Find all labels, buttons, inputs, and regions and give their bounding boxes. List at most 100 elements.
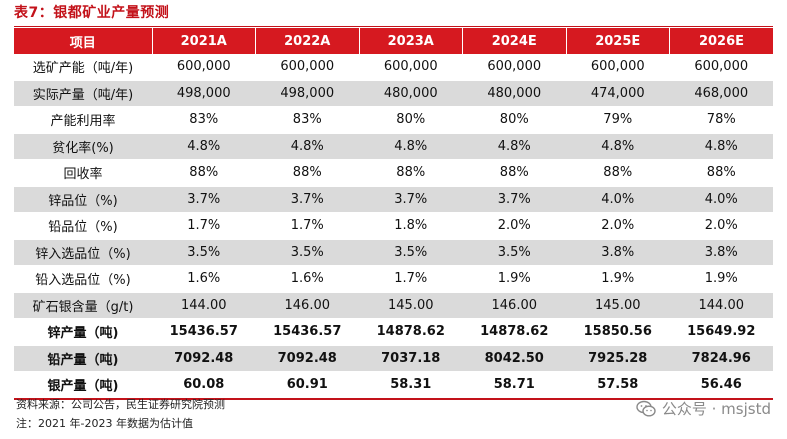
table-row: 铅产量（吨) 7092.48 7092.48 7037.18 8042.50 7925.2… <box>14 345 773 372</box>
table-cell: 60.08 <box>152 371 256 400</box>
table-cell: 4.8% <box>566 133 670 160</box>
row-label: 银产量（吨) <box>14 371 152 400</box>
table-cell: 146.00 <box>462 292 566 319</box>
table-cell: 1.6% <box>152 265 256 293</box>
table-cell: 468,000 <box>669 80 773 107</box>
table-cell: 7092.48 <box>152 345 256 372</box>
table-cell: 3.5% <box>462 239 566 266</box>
table-cell: 498,000 <box>255 80 359 107</box>
table-cell: 600,000 <box>462 54 566 81</box>
watermark: 公众号 · msjstd <box>636 398 771 420</box>
table-cell: 56.46 <box>669 371 773 400</box>
table-cell: 4.8% <box>255 133 359 160</box>
table-body: 选矿产能（吨/年) 600,000 600,000 600,000 600,000 600… <box>14 54 773 400</box>
header-2026e: 2026E <box>669 28 773 54</box>
table-cell: 600,000 <box>359 54 463 81</box>
table-cell: 7092.48 <box>255 345 359 372</box>
row-label: 实际产量（吨/年) <box>14 80 152 107</box>
table-cell: 2.0% <box>462 212 566 240</box>
table-row: 铅入选品位（%) 1.6% 1.6% 1.7% 1.9% 1.9% 1.9% <box>14 265 773 293</box>
table-cell: 600,000 <box>669 54 773 81</box>
table-cell: 88% <box>152 159 256 187</box>
header-2022a: 2022A <box>255 28 360 54</box>
table-cell: 144.00 <box>669 292 773 319</box>
table-header-row: 项目 2021A 2022A 2023A 2024E 2025E 2026E <box>14 28 773 54</box>
table-cell: 1.7% <box>152 212 256 240</box>
row-label: 铅入选品位（%) <box>14 265 152 293</box>
table-cell: 14878.62 <box>462 318 566 346</box>
header-2021a: 2021A <box>152 28 256 54</box>
header-2023a: 2023A <box>359 28 463 54</box>
table-row: 银产量（吨) 60.08 60.91 58.31 58.71 57.58 56.46 <box>14 371 773 400</box>
header-2025e: 2025E <box>566 28 670 54</box>
header-item: 项目 <box>14 28 153 54</box>
table-cell: 1.7% <box>359 265 463 293</box>
row-label: 铅品位（%) <box>14 212 152 240</box>
table-cell: 3.8% <box>669 239 773 266</box>
table-cell: 4.0% <box>669 186 773 213</box>
table-cell: 88% <box>255 159 359 187</box>
table-cell: 1.7% <box>255 212 359 240</box>
table-row: 锌产量（吨) 15436.57 15436.57 14878.62 14878.62 15… <box>14 318 773 346</box>
table-cell: 4.0% <box>566 186 670 213</box>
estimate-note: 注：2021 年-2023 年数据为估计值 <box>16 417 193 430</box>
table-cell: 4.8% <box>669 133 773 160</box>
table-cell: 58.31 <box>359 371 463 400</box>
table-cell: 83% <box>152 106 256 134</box>
table-cell: 15436.57 <box>152 318 256 346</box>
table-cell: 88% <box>462 159 566 187</box>
row-label: 回收率 <box>14 159 152 187</box>
table-cell: 14878.62 <box>359 318 463 346</box>
table-cell: 474,000 <box>566 80 670 107</box>
table-cell: 480,000 <box>462 80 566 107</box>
table-cell: 146.00 <box>255 292 359 319</box>
table-cell: 80% <box>462 106 566 134</box>
table-cell: 7925.28 <box>566 345 670 372</box>
table-cell: 600,000 <box>566 54 670 81</box>
table-cell: 4.8% <box>359 133 463 160</box>
table-row: 贫化率(%) 4.8% 4.8% 4.8% 4.8% 4.8% 4.8% <box>14 133 773 160</box>
table-cell: 57.58 <box>566 371 670 400</box>
table-cell: 4.8% <box>462 133 566 160</box>
table-cell: 80% <box>359 106 463 134</box>
table-cell: 2.0% <box>566 212 670 240</box>
table-row: 产能利用率 83% 83% 80% 80% 79% 78% <box>14 106 773 134</box>
table-cell: 144.00 <box>152 292 256 319</box>
table-cell: 3.7% <box>152 186 256 213</box>
table-cell: 145.00 <box>566 292 670 319</box>
table-cell: 3.7% <box>462 186 566 213</box>
table-cell: 3.7% <box>255 186 359 213</box>
table-cell: 58.71 <box>462 371 566 400</box>
table-cell: 78% <box>669 106 773 134</box>
table-cell: 7037.18 <box>359 345 463 372</box>
row-label: 锌品位（%) <box>14 186 152 213</box>
row-label: 贫化率(%) <box>14 133 152 160</box>
table-cell: 88% <box>566 159 670 187</box>
table-cell: 7824.96 <box>669 345 773 372</box>
table-cell: 1.9% <box>462 265 566 293</box>
table-cell: 1.6% <box>255 265 359 293</box>
table-row: 锌入选品位（%) 3.5% 3.5% 3.5% 3.5% 3.8% 3.8% <box>14 239 773 266</box>
table-row: 铅品位（%) 1.7% 1.7% 1.8% 2.0% 2.0% 2.0% <box>14 212 773 240</box>
table-cell: 3.5% <box>152 239 256 266</box>
row-label: 产能利用率 <box>14 106 152 134</box>
table-cell: 83% <box>255 106 359 134</box>
row-label: 矿石银含量（g/t) <box>14 292 152 319</box>
table-cell: 15436.57 <box>255 318 359 346</box>
table-cell: 1.8% <box>359 212 463 240</box>
table-row: 实际产量（吨/年) 498,000 498,000 480,000 480,000 474… <box>14 80 773 107</box>
header-2024e: 2024E <box>462 28 567 54</box>
table-row: 矿石银含量（g/t) 144.00 146.00 145.00 146.00 145.00… <box>14 292 773 319</box>
table-cell: 79% <box>566 106 670 134</box>
wechat-icon <box>636 399 656 419</box>
table-title: 表7：银都矿业产量预测 <box>14 5 170 21</box>
row-label: 锌入选品位（%) <box>14 239 152 266</box>
table-row: 锌品位（%) 3.7% 3.7% 3.7% 3.7% 4.0% 4.0% <box>14 186 773 213</box>
row-label: 铅产量（吨) <box>14 345 152 372</box>
row-label: 选矿产能（吨/年) <box>14 54 152 81</box>
table-cell: 15850.56 <box>566 318 670 346</box>
table-cell: 15649.92 <box>669 318 773 346</box>
table-cell: 480,000 <box>359 80 463 107</box>
watermark-text: 公众号 · msjstd <box>661 400 771 418</box>
production-forecast-table: 项目 2021A 2022A 2023A 2024E 2025E 2026E 选… <box>14 28 773 400</box>
